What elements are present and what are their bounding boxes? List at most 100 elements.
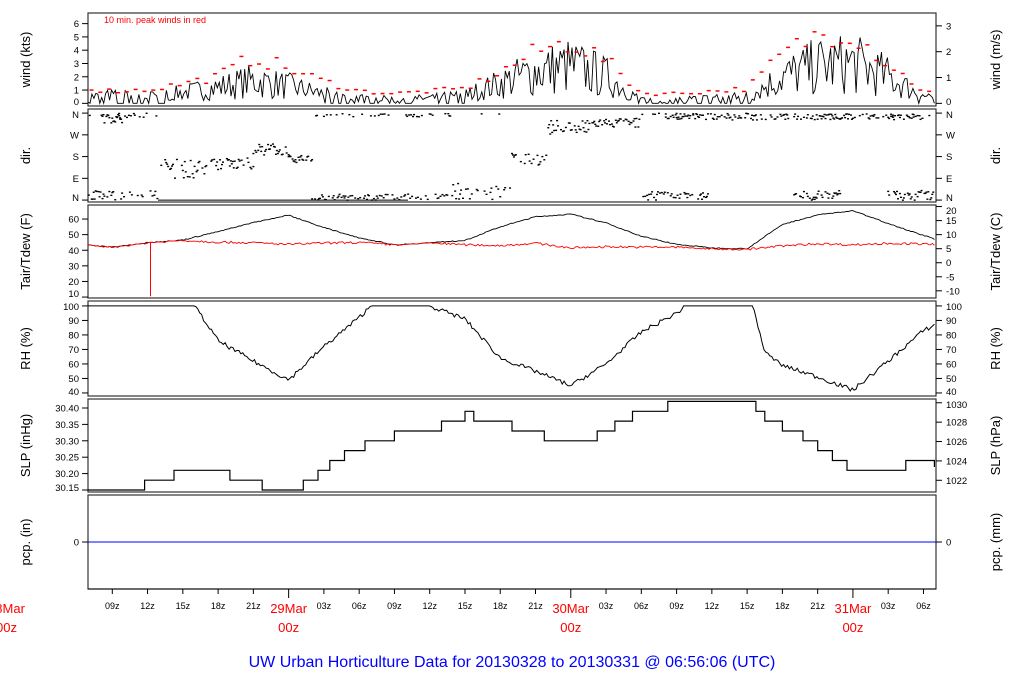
direction-point — [920, 189, 923, 192]
direction-point — [331, 197, 334, 199]
direction-point — [595, 125, 598, 127]
direction-point — [699, 194, 702, 196]
pcp-right-axis-title: pcp. (mm) — [988, 513, 1003, 572]
direction-point — [91, 198, 94, 200]
direction-point — [265, 148, 268, 151]
direction-point — [344, 195, 347, 197]
direction-point — [835, 192, 838, 194]
direction-point — [156, 197, 159, 200]
direction-point — [140, 194, 143, 196]
direction-point — [434, 193, 437, 196]
direction-point — [570, 129, 573, 131]
direction-point — [844, 116, 847, 119]
direction-point — [340, 196, 343, 199]
direction-point — [627, 120, 630, 123]
direction-point — [575, 131, 578, 134]
direction-point — [198, 160, 201, 163]
left-tick-label: N — [72, 110, 79, 121]
direction-point — [930, 197, 933, 199]
time-tick-label: 21z — [246, 601, 261, 611]
direction-point — [734, 116, 737, 118]
direction-point — [882, 115, 885, 118]
direction-point — [359, 196, 362, 199]
left-tick-label: 70 — [68, 345, 79, 356]
direction-point — [678, 197, 681, 199]
direction-point — [215, 164, 218, 167]
direction-point — [327, 195, 330, 198]
direction-point — [511, 154, 514, 156]
direction-point — [197, 161, 200, 164]
direction-point — [457, 182, 460, 185]
direction-point — [692, 113, 695, 115]
right-tick-label: 70 — [946, 345, 957, 356]
time-axis: 09z 12z 15z 18z 21z 03z 06z 09z 12z 15z 18z 21z 03z 0… — [0, 588, 936, 635]
time-tick-label: 21z — [528, 601, 543, 611]
direction-point — [815, 197, 818, 199]
direction-point — [338, 193, 341, 196]
direction-point — [907, 194, 910, 196]
direction-point — [712, 118, 715, 120]
direction-point — [114, 121, 117, 123]
left-tick-label: 50 — [68, 374, 79, 385]
direction-point — [808, 197, 811, 199]
direction-point — [278, 149, 281, 151]
direction-point — [837, 193, 840, 195]
direction-point — [909, 198, 912, 200]
direction-point — [270, 144, 273, 147]
direction-point — [783, 113, 786, 116]
direction-point — [408, 114, 411, 116]
direction-point — [417, 116, 420, 118]
direction-point — [387, 114, 390, 116]
direction-point — [614, 119, 617, 121]
direction-point — [929, 198, 932, 201]
direction-point — [103, 195, 106, 197]
left-tick-label: E — [73, 174, 79, 185]
direction-point — [320, 194, 323, 196]
direction-point — [873, 114, 876, 116]
direction-point — [499, 196, 502, 198]
left-tick-label: 60 — [68, 215, 79, 226]
direction-point — [801, 196, 804, 199]
direction-point — [165, 161, 168, 164]
time-tick-label: 12z — [422, 601, 437, 611]
left-tick-label: 0 — [74, 97, 79, 108]
direction-point — [483, 190, 486, 192]
direction-point — [655, 199, 658, 201]
direction-point — [597, 125, 600, 127]
direction-point — [119, 117, 122, 119]
direction-point — [702, 192, 705, 194]
direction-point — [88, 114, 91, 117]
direction-point — [101, 115, 104, 118]
direction-point — [498, 113, 501, 115]
direction-point — [686, 196, 689, 199]
direction-point — [216, 161, 219, 163]
direction-point — [644, 195, 647, 198]
slp-left-axis-title: SLP (inHg) — [18, 414, 33, 477]
direction-point — [166, 163, 169, 165]
direction-point — [672, 196, 675, 199]
direction-point — [305, 159, 308, 161]
direction-point — [727, 114, 730, 116]
direction-point — [364, 195, 367, 197]
direction-point — [579, 128, 582, 131]
direction-point — [898, 116, 901, 119]
time-tick-label: 18z — [493, 601, 508, 611]
direction-point — [264, 150, 267, 152]
direction-point — [475, 188, 478, 191]
direction-point — [747, 113, 750, 115]
direction-point — [133, 114, 136, 116]
direction-point — [382, 197, 385, 199]
direction-point — [652, 113, 655, 115]
direction-point — [476, 189, 479, 192]
direction-point — [812, 196, 815, 199]
direction-point — [429, 113, 432, 115]
direction-point — [869, 115, 872, 117]
direction-point — [731, 119, 734, 121]
left-tick-label: 50 — [68, 230, 79, 241]
direction-point — [375, 195, 378, 197]
direction-point — [825, 114, 828, 116]
direction-point — [832, 117, 835, 119]
left-tick-label: 0 — [74, 538, 79, 549]
direction-point — [314, 198, 317, 200]
direction-point — [193, 165, 196, 168]
